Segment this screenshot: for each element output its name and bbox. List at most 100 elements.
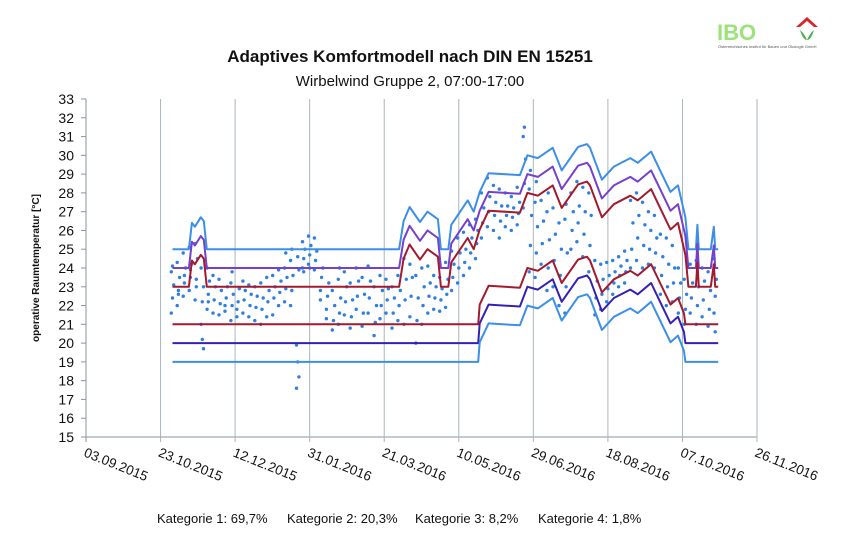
data-point <box>509 194 513 199</box>
data-point <box>175 303 179 308</box>
data-point <box>512 206 516 210</box>
data-point <box>506 204 510 208</box>
data-point <box>302 270 306 274</box>
data-point <box>380 288 385 293</box>
data-point <box>218 302 222 306</box>
data-point <box>282 300 287 304</box>
x-axis: 03.09.2015 23.10.2015 12.12.2015 31.01.2016… <box>82 445 820 484</box>
data-point <box>445 292 449 296</box>
data-point <box>457 266 461 270</box>
data-point <box>577 204 581 208</box>
data-point <box>217 277 221 281</box>
data-point <box>600 292 604 296</box>
y-tick-label: 23 <box>58 279 74 295</box>
data-point <box>534 251 538 255</box>
x-tick-label: 10.05.2016 <box>455 445 523 484</box>
data-point <box>200 300 204 304</box>
data-point <box>559 247 564 251</box>
x-tick-label: 07.10.2016 <box>678 445 746 484</box>
data-point <box>421 303 425 308</box>
data-point <box>206 292 210 296</box>
data-point <box>267 288 271 293</box>
data-point <box>342 270 346 274</box>
data-point <box>265 275 269 280</box>
y-tick-label: 15 <box>58 429 74 445</box>
y-tick-label: 29 <box>58 166 74 182</box>
data-point <box>658 292 663 296</box>
data-point <box>428 281 432 285</box>
data-point <box>276 303 281 308</box>
data-point <box>449 288 454 293</box>
data-point <box>172 283 176 287</box>
data-point <box>479 236 484 240</box>
data-point <box>642 243 646 248</box>
data-point <box>452 262 456 266</box>
data-point <box>491 183 496 188</box>
data-point <box>224 296 228 300</box>
data-point <box>539 262 543 266</box>
data-point <box>242 298 246 302</box>
house-leaf-icon <box>796 17 818 40</box>
footer-kategorie-4: Kategorie 4: 1,8% <box>538 511 642 526</box>
data-point <box>324 307 329 311</box>
data-point <box>272 296 276 300</box>
data-point <box>302 256 306 261</box>
data-point <box>409 294 413 298</box>
data-point <box>339 296 343 300</box>
data-point <box>576 221 580 225</box>
y-tick-label: 21 <box>58 316 74 332</box>
data-point <box>271 313 275 317</box>
data-point <box>360 275 364 280</box>
data-point <box>461 273 466 278</box>
data-point <box>169 270 173 274</box>
data-point <box>211 311 215 315</box>
data-point <box>528 168 533 173</box>
data-point <box>200 337 204 342</box>
data-point <box>211 273 215 278</box>
data-point <box>348 326 352 330</box>
data-point <box>230 303 234 308</box>
data-point <box>169 311 173 315</box>
data-point <box>601 277 605 281</box>
data-point <box>557 221 561 225</box>
data-point <box>366 264 370 268</box>
data-point <box>318 298 323 302</box>
data-point <box>643 223 647 227</box>
data-point <box>194 277 198 281</box>
data-point <box>587 270 591 274</box>
data-point <box>571 210 575 214</box>
data-point <box>170 264 175 268</box>
data-point <box>426 264 430 268</box>
data-point <box>265 315 269 319</box>
comfort-limit-line <box>172 274 719 345</box>
data-point <box>415 318 419 323</box>
data-point <box>522 125 527 129</box>
data-point <box>564 285 568 289</box>
data-point <box>259 281 263 285</box>
data-point <box>392 296 397 300</box>
x-tick-label: 12.12.2015 <box>231 445 299 484</box>
data-point <box>312 236 317 240</box>
data-point <box>181 251 185 255</box>
data-point <box>702 279 707 283</box>
data-point <box>527 270 531 274</box>
data-point <box>569 247 573 251</box>
data-point <box>378 317 382 321</box>
data-point <box>420 266 424 270</box>
data-point <box>611 258 615 263</box>
data-point <box>410 275 414 280</box>
data-point <box>194 285 198 289</box>
data-point <box>176 292 181 296</box>
data-point <box>504 213 509 218</box>
data-point <box>231 292 235 296</box>
data-point <box>551 206 555 210</box>
data-point <box>343 300 348 304</box>
data-point <box>170 296 175 300</box>
data-point <box>605 260 609 265</box>
data-point <box>403 298 407 302</box>
data-point <box>563 217 567 221</box>
y-tick-label: 31 <box>58 129 74 145</box>
data-point <box>374 303 379 308</box>
data-point <box>547 238 552 242</box>
